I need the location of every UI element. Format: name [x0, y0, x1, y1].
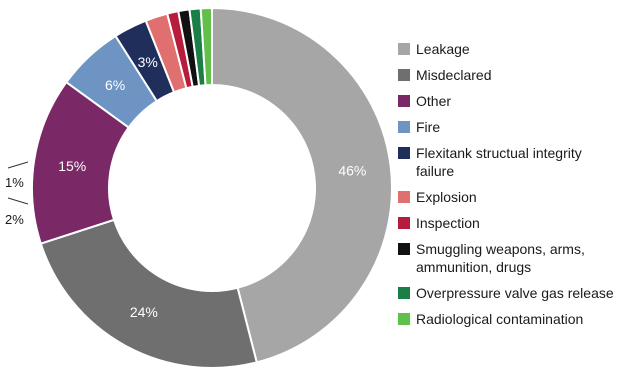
legend-label-misdeclared: Misdeclared — [416, 67, 492, 83]
legend-item-inspection: Inspection — [398, 214, 616, 232]
legend-swatch-explosion — [398, 191, 410, 203]
data-label-other: 15% — [58, 158, 86, 174]
chart-legend: Leakage Misdeclared Other Fire Flexitank… — [398, 40, 616, 336]
legend-label-smuggling: Smuggling weapons, arms, ammunition, dru… — [416, 241, 585, 275]
legend-label-leakage: Leakage — [416, 41, 470, 57]
data-label-leakage: 46% — [338, 162, 366, 178]
legend-label-radiological: Radiological contamination — [416, 311, 584, 327]
slice-leakage — [211, 6, 393, 364]
legend-swatch-misdeclared — [398, 69, 410, 81]
legend-item-misdeclared: Misdeclared — [398, 66, 616, 84]
legend-item-overpressure: Overpressure valve gas release — [398, 284, 616, 302]
legend-swatch-smuggling — [398, 243, 410, 255]
data-label-fire: 6% — [105, 77, 125, 93]
legend-label-fire: Fire — [416, 119, 441, 135]
legend-label-flexitank: Flexitank structual integrity failure — [416, 145, 582, 179]
legend-swatch-fire — [398, 121, 410, 133]
legend-swatch-leakage — [398, 43, 410, 55]
slice-misdeclared — [39, 218, 258, 369]
legend-swatch-overpressure — [398, 287, 410, 299]
legend-item-radiological: Radiological contamination — [398, 310, 616, 328]
legend-label-overpressure: Overpressure valve gas release — [416, 285, 614, 301]
legend-label-explosion: Explosion — [416, 189, 477, 205]
legend-item-leakage: Leakage — [398, 40, 616, 58]
data-label-flexitank-structual-integrity-failure: 3% — [138, 54, 158, 70]
legend-label-other: Other — [416, 93, 452, 109]
legend-swatch-flexitank — [398, 147, 410, 159]
legend-swatch-inspection — [398, 217, 410, 229]
legend-swatch-other — [398, 95, 410, 107]
legend-item-smuggling: Smuggling weapons, arms, ammunition, dru… — [398, 240, 616, 276]
slice-label-explosion: 2% — [5, 212, 24, 227]
legend-item-fire: Fire — [398, 118, 616, 136]
data-label-misdeclared: 24% — [130, 304, 158, 320]
bracket-line-bottom — [7, 197, 29, 205]
bracket-label-1pct: 1% — [5, 175, 24, 190]
legend-item-flexitank: Flexitank structual integrity failure — [398, 144, 616, 180]
slice-radiological-contamination — [199, 6, 213, 87]
legend-label-inspection: Inspection — [416, 215, 480, 231]
donut-chart: 46% 24% 15% 6% 3% — [7, 6, 393, 369]
legend-item-other: Other — [398, 92, 616, 110]
legend-swatch-radiological — [398, 313, 410, 325]
legend-item-explosion: Explosion — [398, 188, 616, 206]
bracket-line-top — [7, 161, 29, 169]
